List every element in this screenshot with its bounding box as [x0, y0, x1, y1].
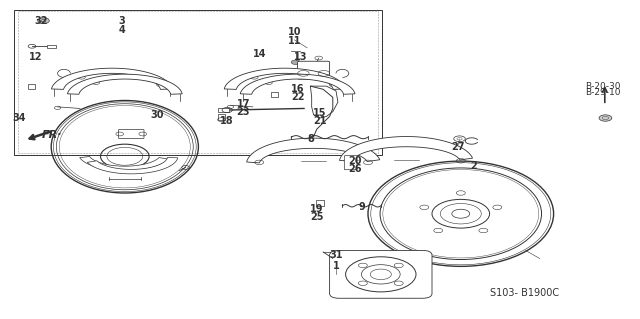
Polygon shape — [246, 138, 380, 163]
Text: 13: 13 — [294, 52, 308, 63]
Text: B-29-10: B-29-10 — [586, 88, 621, 97]
Text: 4: 4 — [118, 25, 125, 35]
Polygon shape — [51, 68, 173, 89]
Text: B-20-30: B-20-30 — [586, 82, 621, 91]
Text: 32: 32 — [35, 16, 49, 26]
Polygon shape — [67, 74, 182, 94]
Bar — [14, 10, 382, 155]
Text: 3: 3 — [118, 16, 125, 26]
Text: 8: 8 — [307, 134, 314, 144]
Bar — [18, 11, 378, 153]
Text: 2: 2 — [470, 161, 477, 171]
FancyBboxPatch shape — [298, 61, 330, 79]
Bar — [218, 108, 229, 112]
Text: FR·: FR· — [42, 130, 62, 140]
Circle shape — [291, 60, 300, 64]
Text: 9: 9 — [358, 202, 365, 212]
Text: 19: 19 — [310, 204, 324, 214]
Text: 30: 30 — [150, 110, 164, 120]
Polygon shape — [240, 74, 355, 94]
Text: 34: 34 — [12, 113, 26, 123]
Text: 16: 16 — [291, 84, 305, 94]
Polygon shape — [87, 158, 178, 174]
Text: 10: 10 — [287, 27, 301, 37]
Polygon shape — [339, 137, 472, 161]
Text: 11: 11 — [287, 36, 301, 47]
FancyBboxPatch shape — [344, 156, 357, 170]
Text: 17: 17 — [236, 99, 250, 109]
Polygon shape — [79, 157, 169, 171]
FancyBboxPatch shape — [330, 250, 432, 298]
Text: 26: 26 — [348, 164, 362, 174]
Text: 12: 12 — [28, 52, 42, 63]
Bar — [28, 84, 35, 89]
Text: 1: 1 — [333, 261, 339, 271]
Text: 21: 21 — [313, 116, 327, 126]
Polygon shape — [310, 86, 338, 118]
Text: 23: 23 — [236, 107, 250, 117]
Bar — [316, 200, 324, 206]
Circle shape — [38, 18, 49, 24]
Text: 18: 18 — [220, 116, 234, 126]
Text: 22: 22 — [291, 92, 305, 102]
Text: 20: 20 — [348, 156, 362, 166]
Bar — [271, 92, 278, 97]
Text: 31: 31 — [329, 250, 343, 260]
Text: 27: 27 — [451, 142, 465, 152]
Text: 14: 14 — [252, 49, 266, 59]
Circle shape — [599, 115, 612, 121]
Text: S103- B1900C: S103- B1900C — [490, 288, 559, 299]
Bar — [47, 45, 56, 48]
Polygon shape — [224, 68, 346, 89]
Text: 15: 15 — [313, 108, 327, 118]
Bar — [218, 114, 225, 120]
Text: 25: 25 — [310, 212, 324, 222]
FancyBboxPatch shape — [118, 130, 144, 138]
